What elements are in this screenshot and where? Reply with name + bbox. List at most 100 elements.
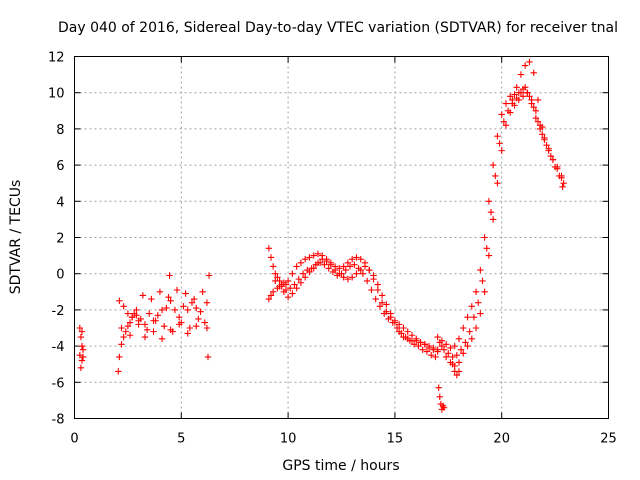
y-axis-label: SDTVAR / TECUs: [8, 180, 24, 295]
data-point: [385, 315, 392, 323]
data-point: [517, 89, 525, 96]
x-tick-label: 25: [600, 432, 617, 447]
data-point: [128, 313, 136, 321]
data-point: [269, 263, 277, 270]
data-point: [391, 319, 399, 326]
data-point: [442, 341, 450, 348]
data-point: [348, 274, 356, 281]
data-point: [560, 180, 567, 187]
data-point: [400, 333, 407, 341]
data-point: [395, 328, 403, 335]
data-point: [171, 306, 179, 314]
data-point: [124, 310, 132, 317]
data-point: [432, 353, 439, 361]
data-point: [440, 404, 448, 411]
data-point: [133, 306, 140, 314]
data-point: [383, 301, 390, 308]
data-point: [521, 62, 529, 69]
data-point: [265, 295, 273, 303]
data-point: [293, 263, 300, 270]
data-point: [487, 208, 495, 216]
data-point: [184, 306, 191, 314]
data-point: [378, 299, 386, 306]
data-point: [485, 198, 493, 205]
data-point: [201, 319, 208, 326]
data-point: [203, 299, 211, 306]
x-tick-label: 0: [70, 432, 78, 447]
data-point: [158, 306, 166, 314]
data-point: [146, 310, 153, 317]
data-point: [190, 295, 198, 303]
data-point: [314, 250, 322, 257]
data-point: [126, 319, 134, 326]
data-point: [359, 270, 367, 277]
data-point: [265, 245, 273, 252]
data-point: [400, 324, 407, 332]
data-point: [455, 368, 463, 375]
data-point: [489, 216, 497, 223]
data-point: [301, 274, 309, 281]
data-point: [115, 368, 122, 375]
data-point: [366, 266, 373, 274]
data-point: [408, 332, 416, 339]
data-point: [425, 342, 433, 350]
x-tick-label: 5: [177, 432, 185, 447]
data-point: [502, 100, 510, 107]
data-point: [76, 351, 84, 359]
data-point: [269, 288, 277, 295]
data-point: [158, 335, 166, 343]
data-point: [479, 277, 486, 285]
data-point: [267, 254, 275, 261]
data-point: [447, 344, 454, 352]
data-point: [511, 91, 518, 98]
data-point: [314, 259, 322, 267]
data-point: [513, 84, 520, 91]
data-point: [336, 270, 343, 277]
data-point: [167, 297, 174, 305]
data-point: [413, 337, 420, 344]
axis-tick-labels: 0 5 10 15 20 25 -8 -6 -4 -2 0 2 4 6 8 10 12: [48, 51, 617, 447]
plot-frame: [74, 56, 609, 419]
data-point: [195, 315, 202, 323]
data-point: [291, 281, 298, 288]
data-point: [410, 341, 418, 348]
data-point: [156, 288, 164, 295]
data-point: [139, 292, 147, 299]
data-point: [321, 261, 328, 268]
data-point: [374, 286, 382, 294]
data-point: [193, 322, 200, 330]
data-point: [143, 326, 151, 334]
data-point: [470, 313, 478, 321]
data-point: [175, 321, 183, 328]
data-point: [310, 252, 317, 259]
data-point: [163, 304, 170, 312]
data-point: [423, 348, 431, 355]
data-point: [319, 256, 326, 263]
data-point: [532, 107, 540, 114]
data-point: [306, 254, 313, 261]
data-point: [517, 71, 525, 78]
x-tick-label: 15: [387, 432, 404, 447]
data-point: [161, 322, 168, 330]
data-point: [297, 279, 305, 286]
data-point: [289, 270, 296, 277]
data-point: [511, 102, 518, 109]
y-tick-label: 12: [48, 51, 65, 66]
data-point: [393, 324, 401, 332]
data-point: [442, 353, 450, 361]
grid-lines: [74, 56, 609, 419]
data-point: [436, 339, 443, 346]
chart-title: Day 040 of 2016, Sidereal Day-to-day VTE…: [58, 20, 618, 36]
data-point: [417, 339, 424, 346]
data-point: [404, 328, 411, 335]
data-point: [524, 89, 531, 96]
data-point: [78, 342, 86, 350]
data-point: [519, 93, 527, 100]
data-point: [193, 304, 200, 312]
data-point: [76, 324, 84, 332]
data-point: [547, 152, 555, 160]
data-point: [545, 145, 552, 153]
data-point: [331, 266, 339, 274]
data-point: [351, 261, 358, 268]
